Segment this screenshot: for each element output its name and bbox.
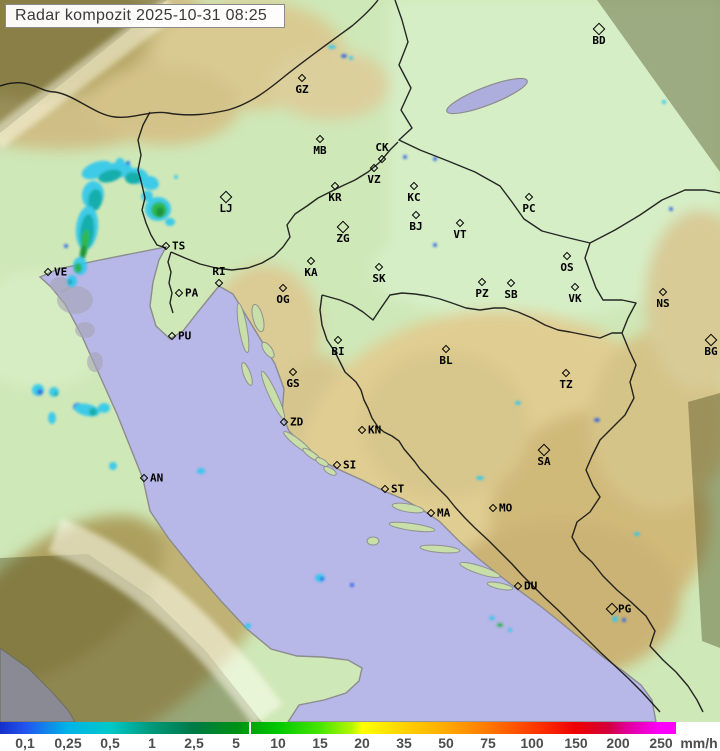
islands — [236, 302, 514, 591]
legend-tick-50: 50 — [438, 735, 454, 751]
radar-echo — [79, 245, 87, 261]
legend-tick-5: 5 — [232, 735, 240, 751]
legend-tick-10: 10 — [270, 735, 286, 751]
radar-echo — [515, 401, 521, 405]
border-sava — [321, 292, 622, 339]
venice-lagoon — [50, 277, 103, 372]
coverage-edge-glow — [0, 0, 283, 722]
map-canvas — [0, 0, 720, 722]
radar-echo — [489, 616, 495, 620]
radar-echo — [508, 628, 512, 632]
radar-echo — [141, 175, 159, 191]
legend-tick-0_25: 0,25 — [54, 735, 82, 751]
legend-tick-75: 75 — [480, 735, 496, 751]
border-hungary-east — [589, 189, 720, 244]
border-alps — [0, 0, 379, 118]
border-hungary — [394, 0, 591, 244]
radar-echo — [126, 161, 130, 165]
radar-echo — [74, 263, 82, 273]
legend-tick-0_1: 0,1 — [15, 735, 35, 751]
radar-map: GZ BD MB CK VZ KR KC PC LJ ZG BJ VT TS VE RI KA SK OS PA OG… — [0, 0, 720, 722]
radar-echo — [165, 218, 175, 226]
legend-tick-35: 35 — [396, 735, 412, 751]
radar-echo — [98, 169, 122, 183]
radar-echo — [37, 389, 43, 395]
legend-tick-15: 15 — [312, 735, 328, 751]
radar-echo — [64, 244, 68, 248]
legend-tick-0_5: 0,5 — [100, 735, 120, 751]
radar-echo — [433, 157, 437, 161]
precipitation-legend: mm/h 0,1 0,25 0,5 1 2,5 5 10 15 20 35 50 75 100 150 20… — [0, 722, 720, 751]
legend-tick-100: 100 — [520, 735, 544, 751]
radar-echo — [68, 279, 72, 285]
legend-bar-divider — [249, 722, 251, 734]
radar-echo — [476, 476, 484, 480]
legend-tick-20: 20 — [354, 735, 370, 751]
radar-echo — [594, 418, 600, 422]
country-borders — [0, 0, 720, 713]
radar-echo — [125, 172, 141, 184]
radar-echo — [49, 387, 59, 397]
radar-echo — [245, 623, 251, 629]
map-title: Radar kompozit 2025-10-31 08:25 — [5, 4, 285, 28]
border-danube-drina — [571, 242, 704, 713]
radar-echo-layer — [32, 45, 673, 632]
radar-echo — [634, 532, 640, 536]
legend-tick-250: 250 — [649, 735, 673, 751]
radar-echo — [403, 155, 407, 159]
radar-echo — [433, 243, 437, 247]
legend-colorbar — [0, 722, 676, 734]
radar-echo — [612, 616, 618, 622]
radar-echo — [156, 207, 164, 217]
radar-echo — [197, 468, 205, 474]
radar-echo — [89, 408, 97, 416]
border-una-dinaric — [319, 294, 661, 713]
lake-balaton — [446, 77, 528, 115]
radar-echo — [349, 56, 353, 60]
legend-tick-2_5: 2,5 — [184, 735, 204, 751]
radar-echo — [662, 100, 666, 104]
radar-echo — [48, 412, 56, 424]
legend-unit-label: mm/h — [680, 735, 718, 751]
radar-echo — [116, 158, 124, 164]
radar-echo — [54, 392, 58, 396]
radar-echo — [174, 175, 178, 179]
radar-echo — [87, 189, 103, 211]
radar-echo — [320, 577, 324, 581]
radar-echo — [328, 45, 336, 49]
tyrrhenian-sea — [0, 647, 76, 722]
border-slovenia-croatia — [170, 141, 399, 271]
legend-tick-150: 150 — [564, 735, 588, 751]
radar-echo — [341, 54, 347, 58]
radar-echo — [669, 207, 673, 211]
border-italy-slovenia — [137, 111, 167, 249]
legend-tick-1: 1 — [148, 735, 156, 751]
radar-echo — [109, 462, 117, 470]
radar-echo — [350, 583, 354, 587]
radar-echo — [98, 403, 110, 413]
border-istria — [167, 251, 174, 314]
radar-echo — [622, 618, 626, 622]
radar-echo — [497, 623, 503, 627]
legend-tick-200: 200 — [606, 735, 630, 751]
adriatic-sea — [38, 246, 657, 722]
